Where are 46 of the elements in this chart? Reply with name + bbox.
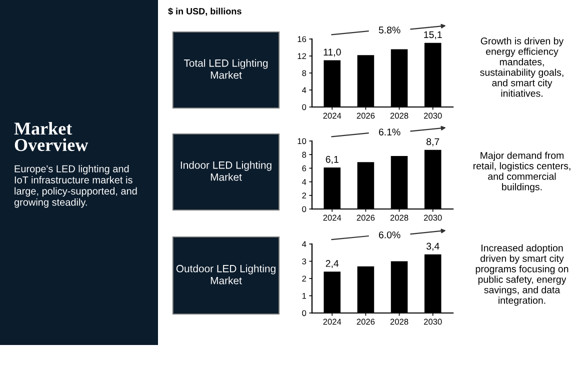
y-tick-label: 2 (302, 276, 306, 282)
x-tick-label: 2024 (323, 214, 342, 221)
text: Growth is driven by energy efficiency mandates, sustainability goals, and smart city initiatives. (480, 37, 564, 97)
y-tick-label: 4 (302, 87, 306, 94)
y-tick-label: 16 (298, 36, 306, 42)
text: Europe's LED lighting and IoT infrastructure market is large, policy-supported, and growing steadily. (14, 165, 137, 208)
y-tick-label: 1 (302, 293, 306, 299)
y-tick-label: 6 (302, 165, 306, 172)
text: 5.8% (378, 26, 400, 34)
x-tick-label: 2026 (356, 112, 375, 119)
x-tick-label: 2030 (424, 318, 442, 325)
text: Market Overview (14, 122, 88, 152)
text: Major demand from retail, logistics centers, and commercial buildings. (473, 152, 570, 192)
text: Increased adoption driven by smart city programs focusing on public safety, energy savings, and data integration. (476, 244, 568, 306)
text: 6.1% (378, 128, 400, 136)
y-tick-label: 0 (302, 104, 306, 110)
text: Indoor LED Lighting Market (180, 161, 272, 181)
y-tick-label: 4 (302, 179, 306, 185)
y-tick-label: 8 (302, 70, 306, 76)
data-label: 8,7 (426, 138, 440, 146)
y-tick-label: 10 (298, 138, 306, 144)
data-label: 15,1 (424, 31, 442, 40)
text: Outdoor LED Lighting Market (176, 264, 276, 284)
data-label: 3,4 (426, 242, 440, 251)
x-tick-label: 2028 (390, 214, 408, 221)
y-tick-label: 2 (302, 192, 306, 198)
x-tick-label: 2028 (390, 318, 408, 325)
y-tick-label: 3 (302, 258, 306, 264)
text: Total LED Lighting Market (184, 59, 268, 79)
x-tick-label: 2026 (356, 214, 375, 221)
y-tick-label: 8 (302, 152, 306, 158)
data-label: 2,4 (326, 260, 339, 268)
y-tick-label: 0 (302, 310, 306, 316)
text: 6.0% (378, 231, 400, 238)
y-tick-label: 4 (302, 241, 306, 248)
x-tick-label: 2024 (323, 318, 342, 325)
x-tick-label: 2030 (424, 112, 442, 119)
text: $ in USD, billions (168, 8, 242, 16)
x-tick-label: 2024 (323, 112, 342, 119)
x-tick-label: 2026 (356, 318, 375, 325)
data-label: 11,0 (324, 48, 341, 57)
y-tick-label: 12 (298, 53, 306, 60)
data-label: 6,1 (326, 156, 338, 164)
y-tick-label: 0 (302, 206, 306, 212)
x-tick-label: 2028 (390, 112, 408, 119)
x-tick-label: 2030 (424, 214, 442, 221)
